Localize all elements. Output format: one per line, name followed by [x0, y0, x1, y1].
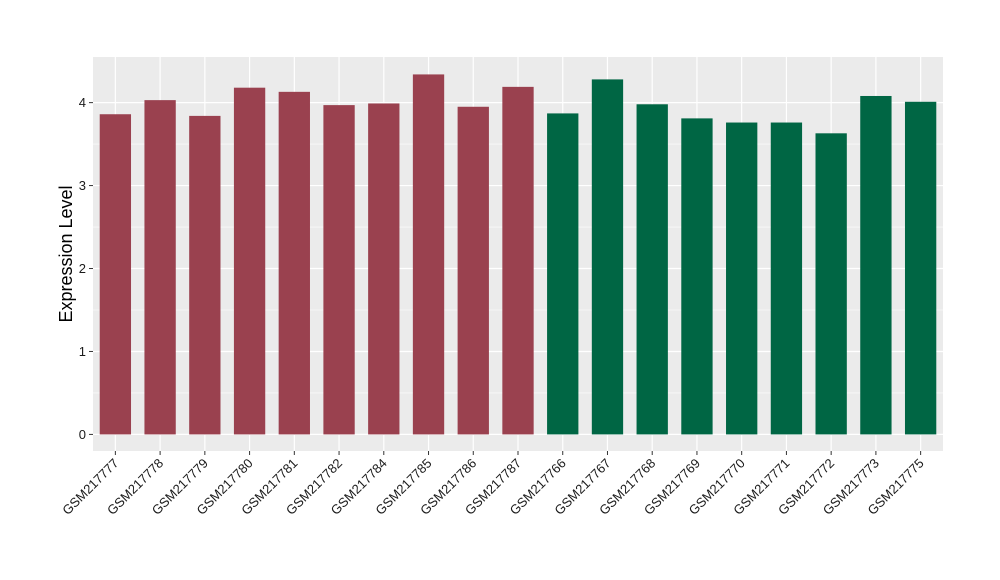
- bar-GSM217771: [770, 122, 803, 435]
- bar-GSM217787: [502, 86, 534, 435]
- bar-GSM217772: [815, 133, 847, 435]
- bar-GSM217781: [278, 91, 310, 435]
- y-tick-label: 2: [79, 261, 86, 276]
- bar-GSM217775: [904, 101, 937, 435]
- bar-GSM217767: [591, 79, 624, 435]
- bar-GSM217782: [323, 105, 355, 435]
- bar-GSM217773: [860, 95, 892, 435]
- bar-GSM217769: [681, 118, 713, 435]
- bar-GSM217779: [189, 115, 221, 435]
- y-axis: 0 1 2 3 4: [79, 95, 93, 442]
- bar-GSM217780: [233, 87, 266, 435]
- y-tick-label: 0: [79, 427, 86, 442]
- x-axis: GSM217777GSM217778GSM217779GSM217780GSM2…: [59, 451, 927, 518]
- bar-GSM217778: [144, 100, 176, 435]
- y-axis-title: Expression Level: [56, 185, 76, 322]
- bar-GSM217786: [457, 106, 489, 435]
- bar-GSM217766: [547, 113, 579, 435]
- y-tick-label: 3: [79, 178, 86, 193]
- bars-group: [99, 74, 937, 435]
- bar-GSM217770: [726, 122, 758, 435]
- bar-GSM217777: [99, 114, 132, 435]
- y-tick-label: 4: [79, 95, 86, 110]
- bar-GSM217784: [368, 103, 400, 435]
- bar-GSM217768: [636, 104, 668, 435]
- y-tick-label: 1: [79, 344, 86, 359]
- bar-GSM217785: [412, 74, 445, 435]
